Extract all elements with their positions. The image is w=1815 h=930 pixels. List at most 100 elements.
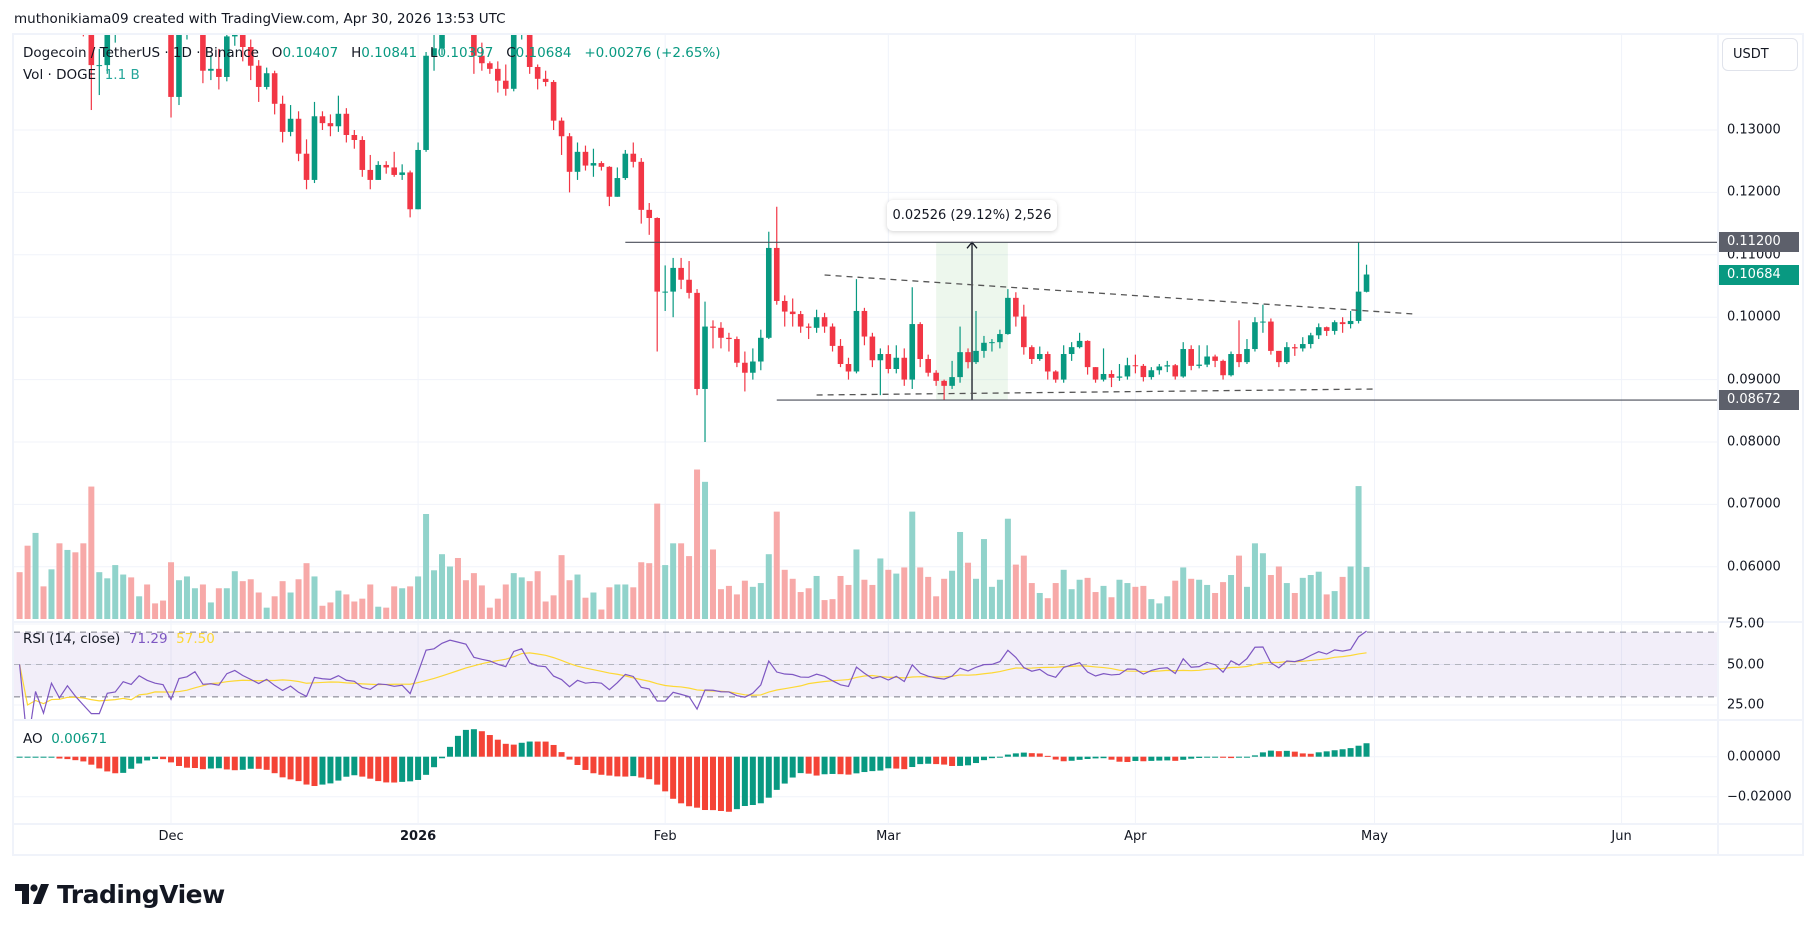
volume-bar [853, 549, 860, 619]
candle-body [510, 35, 517, 89]
volume-bar [821, 600, 828, 619]
ao-bar [598, 756, 605, 775]
ao-bar [941, 756, 948, 765]
candle-body [1076, 340, 1083, 348]
symbol-title[interactable]: Dogecoin / TetherUS · 1D · Binance [23, 45, 259, 61]
candle-body [1140, 365, 1147, 378]
volume-bar [550, 595, 557, 619]
ao-bar [1236, 756, 1243, 758]
pane-separator-rsi[interactable] [13, 621, 1803, 623]
volume-bar [215, 588, 222, 619]
ao-bar [1267, 750, 1274, 757]
candle-body [734, 339, 740, 363]
volume-bar [1036, 592, 1043, 619]
volume-value: 1.1 B [104, 67, 140, 83]
rsi-tick-label: 25.00 [1727, 697, 1765, 713]
ao-bar [662, 756, 669, 792]
ao-bar [88, 756, 95, 765]
volume-bar [176, 580, 182, 619]
candle-body [455, 0, 461, 5]
candle-body [893, 357, 900, 369]
ao-bar [869, 756, 876, 772]
candle-body [184, 24, 190, 30]
volume-bar [622, 584, 629, 619]
volume-legend[interactable]: Vol · DOGE 1.1 B [23, 67, 140, 83]
volume-bar [1140, 585, 1147, 619]
candle-body [758, 337, 764, 362]
volume-bar [1132, 586, 1139, 619]
candle-body [216, 68, 222, 77]
tradingview-wordmark: TradingView [57, 879, 225, 909]
volume-bar [725, 585, 732, 619]
volume-bar [901, 567, 908, 619]
candle-body [1236, 354, 1242, 363]
price-marker: 0.11200 [1719, 232, 1799, 253]
candle-body [1116, 376, 1123, 378]
ao-bar [709, 756, 716, 811]
close-label: C [506, 45, 516, 61]
volume-bar [191, 588, 198, 619]
volume-bar [1251, 543, 1258, 619]
ao-bar [638, 756, 645, 778]
rsi-legend[interactable]: RSI (14, close) 71.29 57.50 [23, 631, 215, 647]
ao-bar [1052, 756, 1059, 760]
volume-bar [470, 573, 477, 619]
candle-body [519, 18, 525, 30]
volume-bar [606, 587, 613, 619]
time-axis-separator [13, 823, 1803, 825]
pane-separator-ao[interactable] [13, 719, 1803, 721]
volume-bar [765, 554, 772, 619]
candle-body [1100, 373, 1107, 380]
volume-bar [1084, 577, 1091, 619]
ao-bar [48, 756, 55, 758]
ao-bar [813, 756, 820, 776]
volume-bar [574, 574, 581, 619]
candle-body [797, 314, 804, 327]
candle-body [606, 166, 613, 197]
ao-bar [853, 756, 860, 774]
ao-bar [566, 756, 573, 760]
ao-legend[interactable]: AO 0.00671 [23, 731, 107, 747]
ao-bar [279, 756, 286, 778]
candle-body [224, 36, 230, 77]
ao-bar [191, 756, 198, 769]
candle-body [829, 326, 836, 346]
candle-body [694, 292, 700, 389]
candle-body [702, 326, 708, 389]
candle-body [1021, 316, 1027, 348]
volume-bar [24, 545, 31, 619]
candle-body [375, 164, 382, 180]
candle-body [1228, 354, 1234, 376]
candle-body [1220, 360, 1226, 376]
ao-bar [470, 729, 477, 757]
ao-bar [1148, 756, 1155, 761]
candle-body [845, 364, 852, 372]
ao-bar [24, 756, 31, 758]
measure-label[interactable]: 0.02526 (29.12%) 2,526 [887, 200, 1057, 231]
currency-button[interactable]: USDT [1722, 38, 1798, 71]
volume-bar [973, 578, 979, 619]
volume-bar [391, 586, 398, 619]
volume-bar [542, 601, 549, 619]
volume-bar [1004, 518, 1011, 619]
candle-body [622, 153, 629, 179]
ao-bar [733, 756, 740, 810]
candle-body [861, 310, 868, 337]
volume-bar [64, 549, 71, 619]
ao-bar [526, 741, 533, 757]
ao-bar [654, 756, 661, 785]
ao-bar [725, 756, 732, 812]
ao-bar [120, 756, 127, 773]
tradingview-logo[interactable]: TradingView [15, 879, 225, 909]
symbol-legend[interactable]: Dogecoin / TetherUS · 1D · Binance O0.10… [23, 45, 721, 61]
candle-body [502, 80, 509, 89]
volume-bar [965, 562, 972, 619]
ao-bar [335, 756, 342, 781]
volume-bar [1283, 583, 1290, 619]
candle-body [750, 361, 756, 373]
ao-bar [1323, 751, 1330, 757]
volume-bar [1347, 566, 1354, 619]
candle-body [638, 161, 645, 210]
ao-bar [789, 756, 796, 778]
